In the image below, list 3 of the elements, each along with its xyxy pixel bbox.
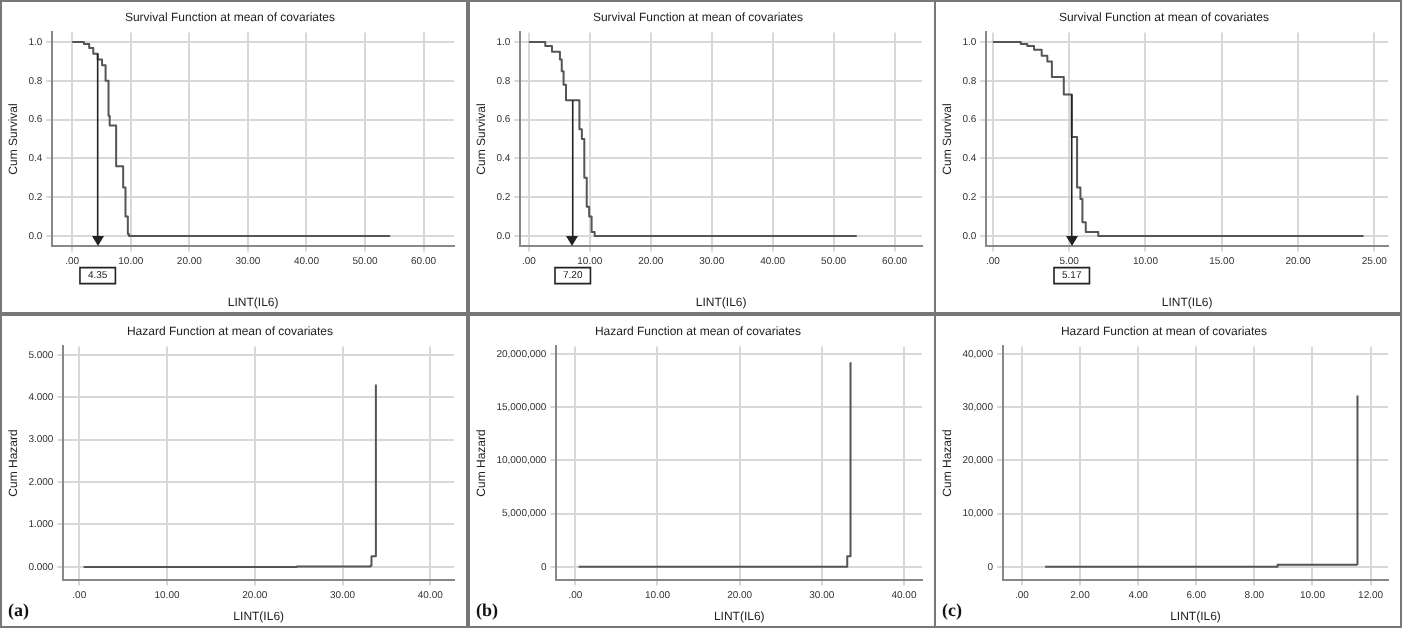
text: (c) <box>942 599 962 620</box>
text: (a) <box>8 599 29 620</box>
text: (b) <box>476 599 498 620</box>
